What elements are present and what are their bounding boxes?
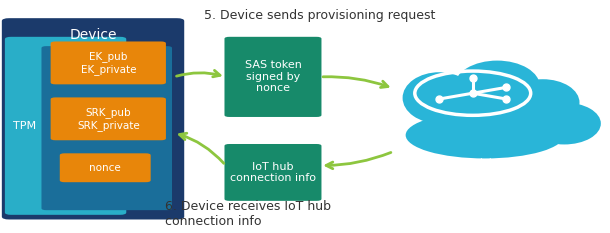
FancyBboxPatch shape [224, 37, 321, 117]
FancyBboxPatch shape [41, 46, 172, 210]
Text: EK_pub
EK_private: EK_pub EK_private [81, 51, 136, 75]
Ellipse shape [506, 79, 580, 126]
Text: Device: Device [70, 28, 117, 42]
Text: 6. Device receives IoT hub
connection info: 6. Device receives IoT hub connection in… [165, 200, 331, 228]
FancyBboxPatch shape [60, 153, 151, 182]
Text: SAS token
signed by
nonce: SAS token signed by nonce [245, 60, 301, 93]
Text: SRK_pub
SRK_private: SRK_pub SRK_private [77, 107, 140, 130]
FancyBboxPatch shape [5, 37, 126, 215]
FancyBboxPatch shape [51, 97, 166, 140]
Text: IoT hub
connection info: IoT hub connection info [230, 162, 316, 183]
Ellipse shape [403, 72, 476, 123]
Ellipse shape [406, 112, 564, 158]
FancyBboxPatch shape [224, 144, 321, 201]
FancyBboxPatch shape [2, 18, 184, 219]
Ellipse shape [427, 82, 543, 156]
Ellipse shape [528, 103, 601, 144]
Text: Device Provisioning Service: Device Provisioning Service [414, 158, 568, 168]
Text: nonce: nonce [89, 163, 121, 173]
Ellipse shape [454, 61, 540, 112]
Text: TPM: TPM [13, 121, 37, 131]
FancyBboxPatch shape [51, 41, 166, 84]
Text: 5. Device sends provisioning request: 5. Device sends provisioning request [204, 9, 436, 22]
